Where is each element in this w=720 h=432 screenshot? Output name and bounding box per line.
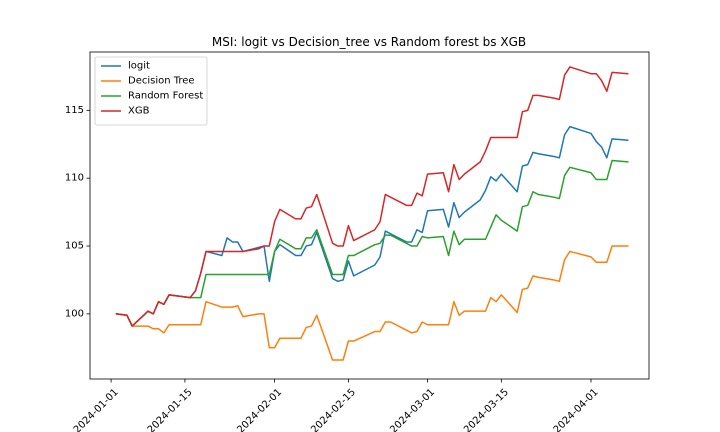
series-line-2	[115, 159, 629, 327]
series-line-1	[115, 245, 629, 361]
legend-box	[94, 56, 208, 126]
legend-label: XGB	[128, 106, 150, 117]
y-tick-label: 105	[65, 241, 84, 252]
series-line-3	[115, 66, 629, 327]
y-axis: 100 105 110 115	[65, 105, 90, 319]
legend-label: Random Forest	[128, 91, 203, 102]
chart-title: MSI: logit vs Decision_tree vs Random fo…	[212, 35, 526, 49]
y-tick-label: 110	[65, 173, 84, 184]
plot-frame	[89, 51, 650, 380]
legend-label: logit	[128, 61, 150, 72]
y-tick-label: 100	[65, 308, 84, 319]
legend-label: Decision Tree	[128, 76, 195, 87]
y-tick-label: 115	[65, 105, 84, 116]
series-lines	[115, 66, 629, 361]
legend: logit Decision Tree Random Forest XGB	[94, 56, 208, 126]
